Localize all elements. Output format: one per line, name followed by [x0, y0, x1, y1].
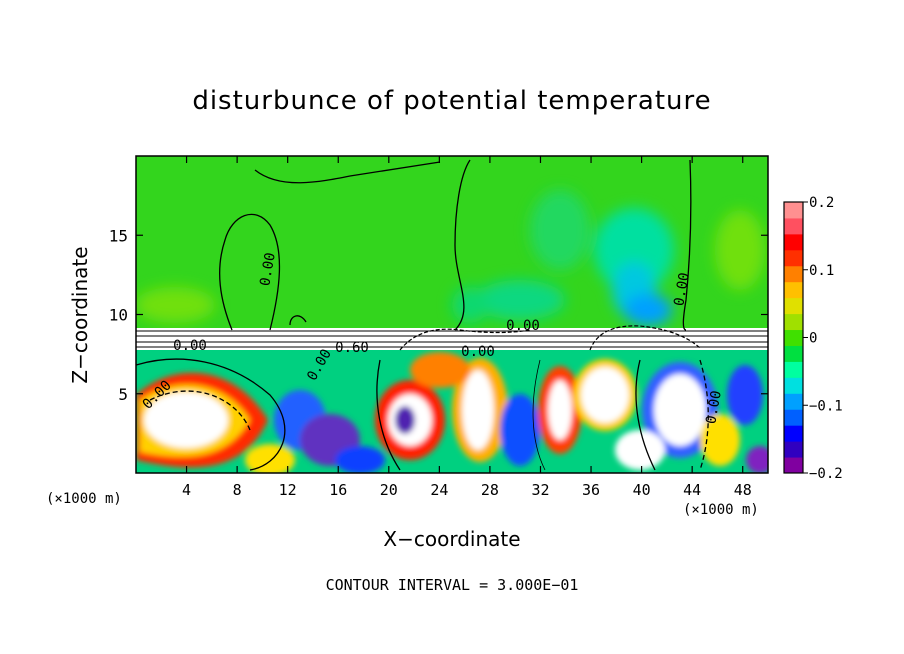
x-tick-label: 48	[734, 481, 752, 499]
x-axis-label: X−coordinate	[383, 527, 521, 551]
colorbar-swatch	[784, 217, 803, 235]
colorbar-swatch	[784, 425, 803, 442]
x-unit-right: (×1000 m)	[683, 502, 759, 518]
x-axis-ticks: 4 8 12 16 20 24 28 32 36 40 44 48	[182, 156, 752, 499]
colorbar-swatch	[784, 233, 803, 251]
colorbar-swatch	[784, 457, 803, 474]
x-tick-label: 12	[279, 481, 297, 499]
lower-anomalies	[136, 352, 768, 473]
contour-label: 0.00	[703, 389, 725, 425]
x-tick-label: 8	[233, 481, 242, 499]
colorbar-swatch	[784, 441, 803, 458]
colorbar-swatch	[784, 329, 803, 346]
x-tick-label: 44	[683, 481, 701, 499]
contour-lines	[136, 159, 709, 471]
x-tick-label: 36	[582, 481, 600, 499]
x-tick-label: 24	[430, 481, 448, 499]
x-unit-left: (×1000 m)	[46, 491, 122, 507]
x-tick-label: 20	[380, 481, 398, 499]
colorbar-swatch	[784, 361, 803, 378]
colorbar-tick-label: 0.2	[809, 195, 834, 211]
y-axis-label: Z−coordinate	[68, 246, 92, 384]
x-tick-label: 28	[481, 481, 499, 499]
y-tick-label: 5	[118, 385, 128, 404]
colorbar: 0.2 0.1 0 −0.1 −0.2	[783, 195, 843, 482]
colorbar-tick-label: −0.1	[809, 398, 843, 414]
colorbar-swatch	[784, 265, 803, 283]
y-tick-label: 15	[109, 226, 128, 245]
contour-label: 0.00	[461, 344, 495, 360]
contour-label: 0.00	[671, 271, 693, 307]
colorbar-swatch	[784, 313, 803, 331]
colorbar-swatch	[784, 393, 803, 410]
x-tick-label: 16	[329, 481, 347, 499]
contour-label: 0.00	[257, 251, 279, 287]
colorbar-swatch	[784, 297, 803, 315]
colorbar-swatch	[784, 281, 803, 299]
colorbar-swatch	[784, 377, 803, 394]
y-tick-label: 10	[109, 306, 128, 325]
colorbar-tick-label: 0	[809, 331, 817, 347]
contour-label: 0.60	[335, 340, 369, 356]
colorbar-tick-label: −0.2	[809, 466, 843, 482]
x-tick-label: 40	[633, 481, 651, 499]
colorbar-tick-label: 0.1	[809, 263, 834, 279]
upper-anomalies	[136, 190, 765, 326]
chart-title: disturbunce of potential temperature	[192, 86, 712, 116]
contour-label: 0.00	[506, 318, 540, 334]
contour-label: 0.00	[173, 338, 207, 354]
interface-band	[136, 328, 768, 350]
y-axis-ticks: 5 10 15	[109, 226, 768, 404]
contour-interval-note: CONTOUR INTERVAL = 3.000E−01	[325, 576, 579, 594]
colorbar-swatch	[784, 409, 803, 426]
x-tick-label: 4	[182, 481, 191, 499]
heatmap-field	[136, 156, 768, 473]
colorbar-swatch	[784, 249, 803, 267]
colorbar-swatch	[784, 202, 803, 219]
x-tick-label: 32	[531, 481, 549, 499]
colorbar-swatch	[784, 345, 803, 362]
